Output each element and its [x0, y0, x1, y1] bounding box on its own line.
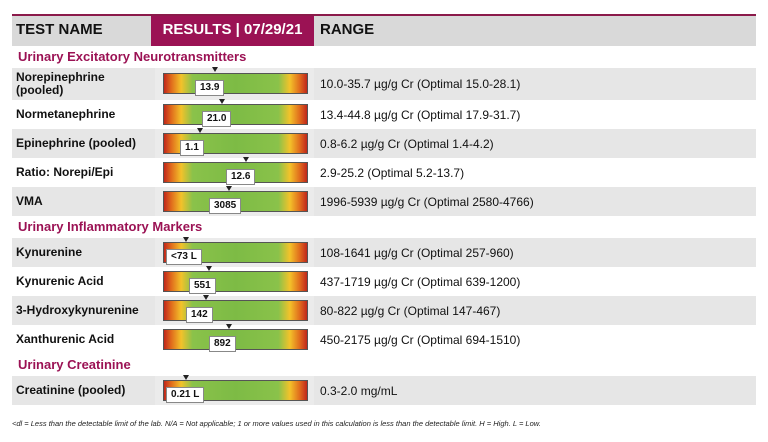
reference-range: 0.8-6.2 µg/g Cr (Optimal 1.4-4.2)	[320, 136, 494, 151]
result-cell: <73 L	[155, 237, 314, 267]
lab-report: TEST NAME RESULTS | 07/29/21 RANGE Urina…	[12, 14, 756, 405]
reference-range: 0.3-2.0 mg/mL	[320, 383, 398, 398]
footnote: <dl = Less than the detectable limit of …	[12, 419, 541, 428]
result-cell: 13.9	[155, 67, 314, 100]
result-cell: 12.6	[155, 157, 314, 187]
gauge-marker	[197, 128, 203, 133]
result-gauge: 0.21 L	[163, 380, 308, 403]
result-cell: 551	[155, 266, 314, 296]
test-name: 3-Hydroxykynurenine	[16, 303, 139, 317]
gauge-marker	[226, 186, 232, 191]
gauge-marker	[243, 157, 249, 162]
table-row: Kynurenic Acid 551 437-1719 µg/g Cr (Optim…	[12, 266, 756, 296]
result-cell: 3085	[155, 186, 314, 216]
result-value: 21.0	[202, 111, 232, 127]
reference-range: 2.9-25.2 (Optimal 5.2-13.7)	[320, 165, 465, 180]
table-row: Kynurenine <73 L 108-1641 µg/g Cr (Optimal…	[12, 237, 756, 267]
test-name: Norepinephrine (pooled)	[16, 70, 105, 97]
result-cell: 0.21 L	[155, 375, 314, 405]
table-row: VMA 3085 1996-5939 µg/g Cr (Optimal 2580-4…	[12, 186, 756, 216]
result-cell: 892	[155, 324, 314, 354]
reference-range: 80-822 µg/g Cr (Optimal 147-467)	[320, 303, 501, 318]
result-gauge: 142	[163, 300, 308, 323]
result-gauge: 1.1	[163, 133, 308, 156]
reference-range: 450-2175 µg/g Cr (Optimal 694-1510)	[320, 332, 521, 347]
gauge-marker	[206, 266, 212, 271]
test-name: VMA	[16, 194, 43, 208]
gauge-marker	[219, 99, 225, 104]
section-title: Urinary Excitatory Neurotransmitters	[12, 46, 756, 68]
gauge-marker	[226, 324, 232, 329]
section-title: Urinary Creatinine	[12, 354, 756, 376]
reference-range: 10.0-35.7 µg/g Cr (Optimal 15.0-28.1)	[320, 77, 521, 91]
header-test-name: TEST NAME	[16, 21, 103, 38]
test-name: Kynurenine	[16, 245, 83, 259]
gauge-marker	[183, 375, 189, 380]
result-value: 892	[209, 336, 236, 352]
table-header: TEST NAME RESULTS | 07/29/21 RANGE	[12, 14, 756, 46]
reference-range: 1996-5939 µg/g Cr (Optimal 2580-4766)	[320, 194, 534, 209]
gauge-marker	[183, 237, 189, 242]
table-row: Epinephrine (pooled) 1.1 0.8-6.2 µg/g Cr (…	[12, 128, 756, 158]
reference-range: 13.4-44.8 µg/g Cr (Optimal 17.9-31.7)	[320, 107, 521, 122]
gauge-marker	[203, 295, 209, 300]
gauge-marker	[212, 67, 218, 72]
test-name: Ratio: Norepi/Epi	[16, 165, 114, 179]
test-name: Normetanephrine	[16, 107, 116, 121]
reference-range: 108-1641 µg/g Cr (Optimal 257-960)	[320, 245, 514, 260]
header-range: RANGE	[320, 21, 375, 38]
section-title: Urinary Inflammatory Markers	[12, 216, 756, 238]
reference-range: 437-1719 µg/g Cr (Optimal 639-1200)	[320, 274, 521, 289]
result-cell: 1.1	[155, 128, 314, 158]
result-gauge: 12.6	[163, 162, 308, 185]
result-value: 142	[186, 307, 213, 323]
table-row: 3-Hydroxykynurenine 142 80-822 µg/g Cr (Op…	[12, 295, 756, 325]
result-value: 3085	[209, 198, 242, 214]
report-body: Urinary Excitatory Neurotransmitters Nore…	[12, 46, 756, 405]
test-name: Xanthurenic Acid	[16, 332, 115, 346]
result-gauge: 3085	[163, 191, 308, 214]
result-gauge: 892	[163, 329, 308, 352]
result-gauge: 13.9	[163, 73, 308, 96]
result-cell: 142	[155, 295, 314, 325]
test-name: Kynurenic Acid	[16, 274, 104, 288]
result-value: 0.21 L	[166, 387, 205, 403]
result-value: 12.6	[226, 169, 256, 185]
test-name: Epinephrine (pooled)	[16, 136, 136, 150]
table-row: Creatinine (pooled) 0.21 L 0.3-2.0 mg/mL	[12, 375, 756, 405]
result-value: 551	[189, 278, 216, 294]
table-row: Xanthurenic Acid 892 450-2175 µg/g Cr (Opt…	[12, 324, 756, 354]
table-row: Ratio: Norepi/Epi 12.6 2.9-25.2 (Optimal 5…	[12, 157, 756, 187]
result-value: 1.1	[180, 140, 204, 156]
result-value: <73 L	[166, 249, 202, 265]
table-row: Norepinephrine (pooled) 13.9 10.0-35.7 µg/…	[12, 67, 756, 100]
test-name: Creatinine (pooled)	[16, 383, 126, 397]
table-row: Normetanephrine 21.0 13.4-44.8 µg/g Cr (Op…	[12, 99, 756, 129]
result-gauge: 21.0	[163, 104, 308, 127]
result-gauge: 551	[163, 271, 308, 294]
result-cell: 21.0	[155, 99, 314, 129]
header-results: RESULTS | 07/29/21	[151, 16, 314, 46]
result-gauge: <73 L	[163, 242, 308, 265]
result-value: 13.9	[195, 80, 225, 96]
